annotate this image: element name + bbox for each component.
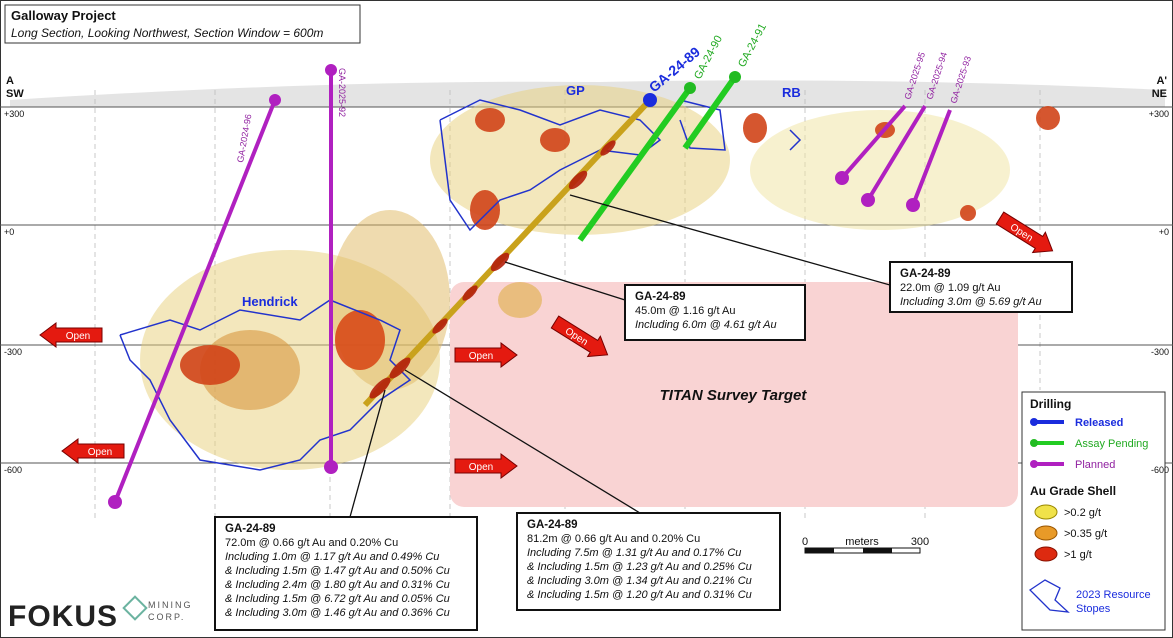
arrow-shape [61, 438, 125, 464]
callout-box [516, 512, 781, 611]
open-arrow: Open [454, 342, 518, 368]
callout-line: Including 6.0m @ 4.61 g/t Au [635, 319, 777, 331]
elevation-label: +300 [1149, 109, 1169, 119]
arrow-shape [995, 211, 1054, 254]
zone-label: RB [782, 85, 801, 100]
hole-label: GA-2025-92 [337, 68, 347, 117]
callout-line: 45.0m @ 1.16 g/t Au [635, 305, 735, 317]
callout-line: & Including 1.5m @ 6.72 g/t Au and 0.05%… [225, 593, 450, 605]
title-box: Galloway Project Long Section, Looking N… [4, 4, 361, 44]
section-start: A [6, 75, 14, 87]
callout: GA-24-89 72.0m @ 0.66 g/t Au and 0.20% Cu… [214, 516, 478, 631]
callout-line: & Including 3.0m @ 1.46 g/t Au and 0.36%… [225, 607, 450, 619]
callout-title: GA-24-89 [527, 519, 578, 531]
elevation-label: -300 [4, 347, 22, 357]
callout-box [889, 261, 1073, 313]
callout-line: & Including 1.5m @ 1.23 g/t Au and 0.25%… [527, 561, 752, 573]
arrow-shape [454, 453, 518, 479]
resource-stopes [119, 99, 802, 471]
arrow-label: Open [66, 331, 90, 342]
legend-item: Assay Pending [1075, 438, 1148, 450]
elevation-label: +0 [4, 227, 14, 237]
callout-line: & Including 1.5m @ 1.20 g/t Au and 0.31%… [527, 589, 752, 601]
callout-line: & Including 1.5m @ 1.47 g/t Au and 0.50%… [225, 565, 450, 577]
legend-item: Planned [1075, 459, 1115, 471]
logo: FOKUS MINING CORP. [8, 595, 193, 633]
grid [94, 90, 1041, 520]
legend-item: Stopes [1076, 603, 1111, 615]
callout-title: GA-24-89 [900, 268, 951, 280]
zone-label: GP [566, 83, 585, 98]
scale-start: 0 [802, 536, 808, 548]
elevation-label: +300 [4, 109, 24, 119]
open-arrow: Open [61, 438, 125, 464]
callout-connectors [349, 194, 891, 518]
callout-title: GA-24-89 [635, 291, 686, 303]
arrow-label: Open [469, 351, 493, 362]
legend-title: Drilling [1030, 397, 1071, 411]
elevation-label: -600 [1151, 465, 1169, 475]
logo-tag: MINING [148, 600, 193, 610]
arrow-shape [550, 315, 609, 358]
elevation-label: -300 [1151, 347, 1169, 357]
callout-title: GA-24-89 [225, 523, 276, 535]
scale-end: 300 [911, 536, 929, 548]
logo-name: FOKUS [8, 600, 118, 633]
section-end: A' [1156, 75, 1167, 87]
callout-line: 81.2m @ 0.66 g/t Au and 0.20% Cu [527, 533, 700, 545]
open-arrow: Open [454, 453, 518, 479]
subtitle: Long Section, Looking Northwest, Section… [11, 26, 323, 40]
drill-traces [108, 64, 952, 509]
callout-box [624, 284, 806, 341]
scale-unit: meters [845, 536, 879, 548]
callout-line: Including 3.0m @ 5.69 g/t Au [900, 296, 1042, 308]
elevation-label: -600 [4, 465, 22, 475]
callout-line: 22.0m @ 1.09 g/t Au [900, 282, 1000, 294]
target-label: TITAN Survey Target [660, 387, 808, 404]
scale-bar: 0 meters 300 [802, 536, 929, 554]
legend-item: >0.2 g/t [1064, 507, 1101, 519]
arrow-label: Open [469, 462, 493, 473]
arrow-shape [454, 342, 518, 368]
arrow-label: Open [88, 447, 112, 458]
elevation-label: +0 [1159, 227, 1169, 237]
legend-item: Released [1075, 417, 1123, 429]
callout-line: Including 7.5m @ 1.31 g/t Au and 0.17% C… [527, 547, 741, 559]
callout: GA-24-89 22.0m @ 1.09 g/t Au Including 3.0… [889, 261, 1073, 313]
zone-label: Hendrick [242, 294, 298, 309]
callout-line: Including 1.0m @ 1.17 g/t Au and 0.49% C… [225, 551, 439, 563]
callout-line: & Including 3.0m @ 1.34 g/t Au and 0.21%… [527, 575, 752, 587]
legend-item: >0.35 g/t [1064, 528, 1107, 540]
logo-tag: CORP. [148, 612, 185, 622]
open-arrow: Open [39, 322, 103, 348]
callout: GA-24-89 45.0m @ 1.16 g/t Au Including 6.0… [624, 284, 806, 341]
callout-line: & Including 2.4m @ 1.80 g/t Au and 0.31%… [225, 579, 450, 591]
legend: Drilling Released Assay Pending Planned … [1021, 391, 1166, 631]
section-start-dir: SW [6, 88, 24, 100]
callout: GA-24-89 81.2m @ 0.66 g/t Au and 0.20% Cu… [516, 512, 781, 611]
callout-box [214, 516, 478, 631]
legend-title: Au Grade Shell [1030, 484, 1116, 498]
arrow-shape [39, 322, 103, 348]
legend-item: >1 g/t [1064, 549, 1092, 561]
legend-item: 2023 Resource [1076, 589, 1151, 601]
section-end-dir: NE [1152, 88, 1167, 100]
callout-line: 72.0m @ 0.66 g/t Au and 0.20% Cu [225, 537, 398, 549]
title: Galloway Project [11, 8, 116, 23]
